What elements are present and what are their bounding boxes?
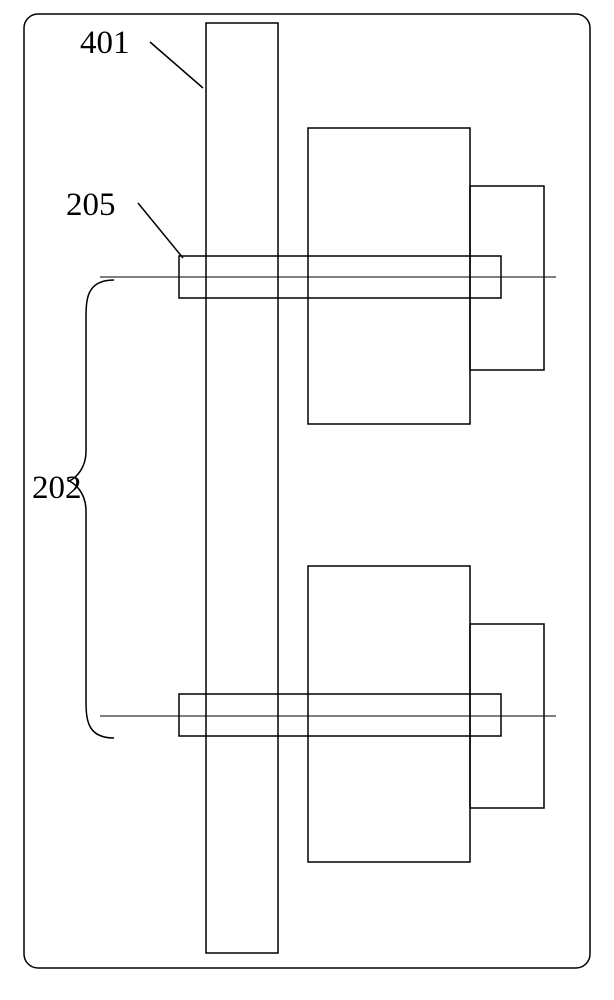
assembly-0-small-block — [470, 186, 544, 370]
label-205: 205 — [66, 187, 116, 223]
leader-line-1 — [138, 203, 183, 258]
label-202: 202 — [32, 470, 82, 506]
leader-line-0 — [150, 42, 203, 88]
vertical-shaft — [206, 23, 278, 953]
diagram-svg: 401 205 202 — [0, 0, 614, 1000]
hub-connector-1 — [179, 694, 501, 736]
brace-202 — [68, 280, 114, 738]
label-401: 401 — [80, 25, 130, 61]
assembly-1-big-block — [308, 566, 470, 862]
assembly-0-big-block — [308, 128, 470, 424]
technical-diagram: 401 205 202 — [0, 0, 614, 1000]
